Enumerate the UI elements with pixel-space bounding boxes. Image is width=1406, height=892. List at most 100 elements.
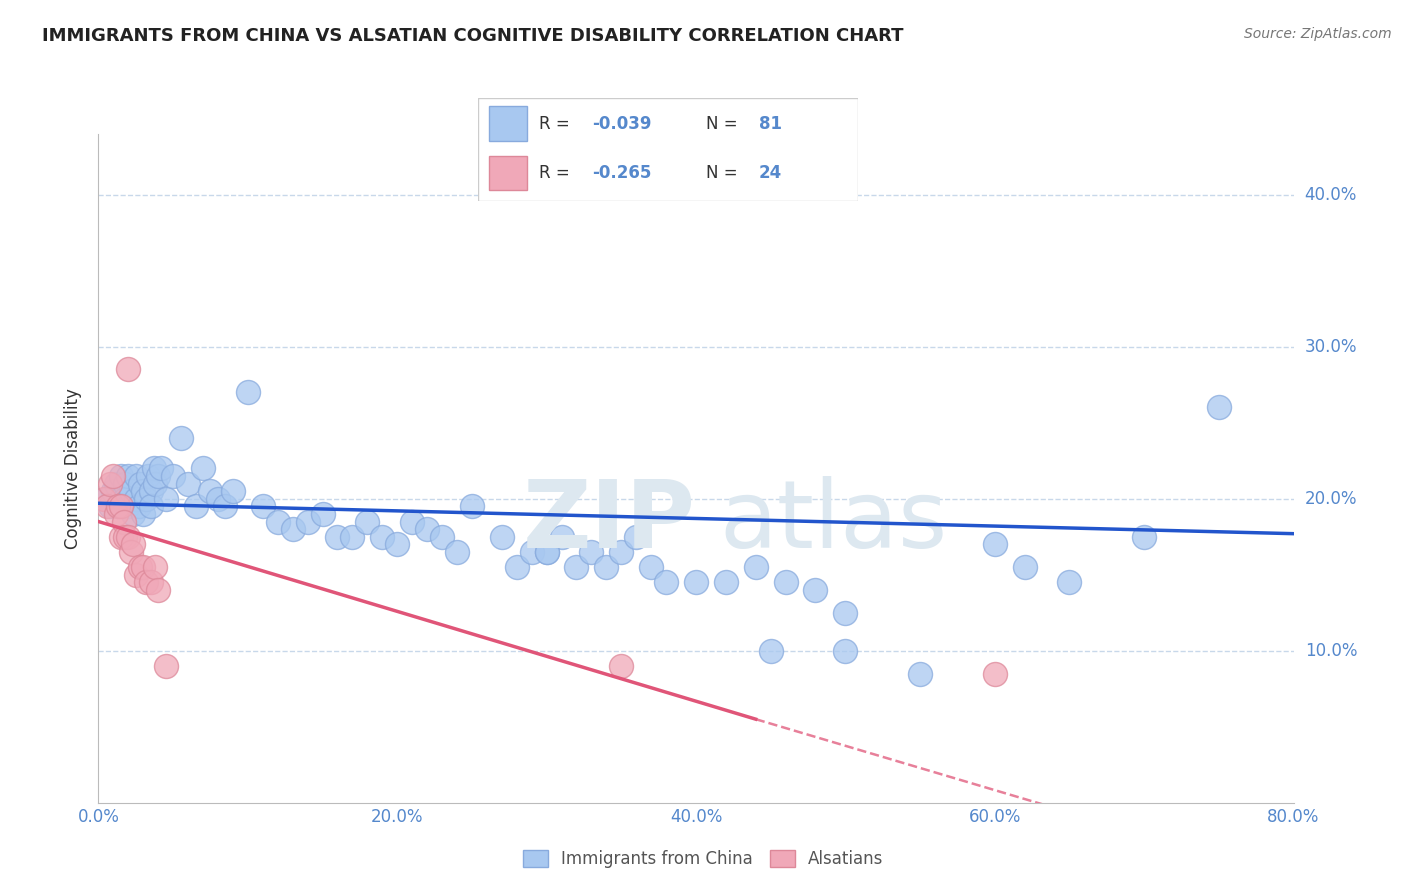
Point <box>132 560 155 574</box>
Point <box>129 476 152 491</box>
Point <box>804 582 827 597</box>
Point <box>112 515 135 529</box>
Text: 40.0%: 40.0% <box>1305 186 1357 203</box>
Point <box>143 560 166 574</box>
Point <box>311 507 333 521</box>
Point <box>111 500 134 514</box>
Point <box>148 582 170 597</box>
Point <box>105 507 128 521</box>
Point <box>461 500 484 514</box>
Point <box>908 666 931 681</box>
Point <box>117 530 139 544</box>
Point <box>110 469 132 483</box>
Point <box>685 575 707 590</box>
Point <box>132 507 155 521</box>
Point <box>281 522 304 536</box>
Point <box>655 575 678 590</box>
Text: R =: R = <box>538 115 575 133</box>
FancyBboxPatch shape <box>478 98 858 201</box>
Point <box>125 491 148 506</box>
Point <box>191 461 214 475</box>
Point <box>162 469 184 483</box>
Point <box>430 530 453 544</box>
Point <box>128 500 150 514</box>
Point <box>1208 401 1230 415</box>
Point <box>267 515 290 529</box>
Text: 30.0%: 30.0% <box>1305 338 1357 356</box>
Point <box>148 469 170 483</box>
Text: R =: R = <box>538 164 575 182</box>
Text: N =: N = <box>706 115 742 133</box>
Point <box>297 515 319 529</box>
Point <box>117 469 139 483</box>
Text: ZIP: ZIP <box>523 475 696 568</box>
Point <box>129 560 152 574</box>
Point <box>110 500 132 514</box>
Point <box>121 537 143 551</box>
Point <box>110 530 132 544</box>
Point <box>103 484 125 499</box>
Point <box>96 500 118 514</box>
Point <box>759 644 782 658</box>
Point <box>135 491 157 506</box>
Point <box>834 606 856 620</box>
Point <box>416 522 439 536</box>
Point <box>385 537 409 551</box>
Point <box>506 560 529 574</box>
Y-axis label: Cognitive Disability: Cognitive Disability <box>65 388 83 549</box>
Point <box>214 500 236 514</box>
Point <box>550 530 572 544</box>
Point <box>371 530 394 544</box>
Point <box>640 560 662 574</box>
Point <box>536 545 558 559</box>
Point <box>1133 530 1156 544</box>
Point <box>834 644 856 658</box>
Point <box>136 469 159 483</box>
Point <box>117 500 139 514</box>
Point <box>107 500 129 514</box>
Point <box>236 385 259 400</box>
Point <box>132 484 155 499</box>
Point <box>98 500 122 514</box>
Point <box>983 537 1005 551</box>
Point <box>139 484 162 499</box>
Point <box>169 431 191 445</box>
Point <box>222 484 245 499</box>
Text: -0.039: -0.039 <box>592 115 651 133</box>
Text: N =: N = <box>706 164 742 182</box>
Point <box>114 530 136 544</box>
Point <box>446 545 468 559</box>
Point <box>184 500 207 514</box>
Point <box>983 666 1005 681</box>
Point <box>207 491 229 506</box>
Text: atlas: atlas <box>720 475 948 568</box>
Point <box>356 515 378 529</box>
Text: Source: ZipAtlas.com: Source: ZipAtlas.com <box>1244 27 1392 41</box>
Point <box>103 469 125 483</box>
FancyBboxPatch shape <box>489 106 527 141</box>
Point <box>1059 575 1081 590</box>
Point <box>120 484 142 499</box>
Point <box>150 461 173 475</box>
Point <box>120 545 142 559</box>
Point <box>155 491 177 506</box>
Point <box>105 476 128 491</box>
Point <box>125 469 148 483</box>
Text: -0.265: -0.265 <box>592 164 651 182</box>
Point <box>114 491 136 506</box>
Point <box>155 659 177 673</box>
Text: 81: 81 <box>759 115 782 133</box>
Point <box>342 530 364 544</box>
Point <box>121 507 143 521</box>
Point <box>139 575 162 590</box>
Point <box>624 530 647 544</box>
Point <box>714 575 737 590</box>
Point <box>536 545 558 559</box>
Text: 10.0%: 10.0% <box>1305 641 1357 660</box>
Point <box>200 484 222 499</box>
Point <box>610 545 633 559</box>
Point <box>1014 560 1036 574</box>
Point <box>94 491 117 506</box>
Text: IMMIGRANTS FROM CHINA VS ALSATIAN COGNITIVE DISABILITY CORRELATION CHART: IMMIGRANTS FROM CHINA VS ALSATIAN COGNIT… <box>42 27 904 45</box>
Point <box>139 500 162 514</box>
